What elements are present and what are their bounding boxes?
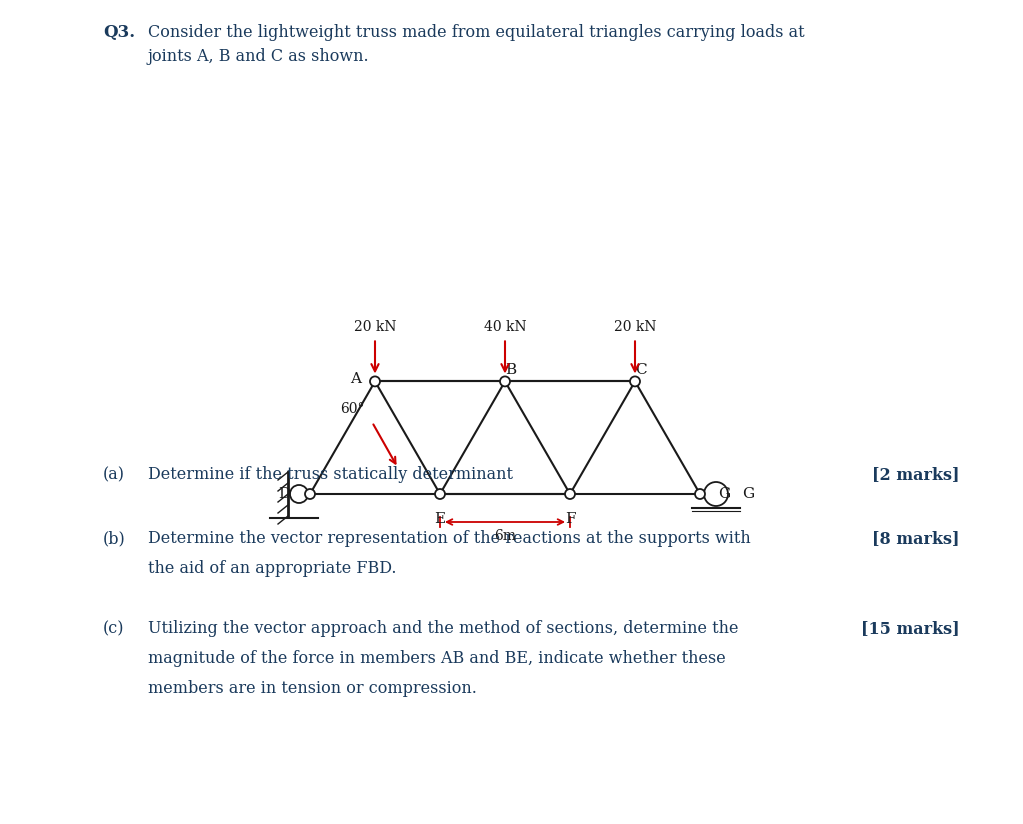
Text: 6m: 6m (494, 529, 516, 543)
Text: (a): (a) (103, 466, 125, 483)
Text: E: E (435, 512, 446, 526)
Text: Determine the vector representation of the reactions at the supports with: Determine the vector representation of t… (148, 530, 751, 547)
Circle shape (695, 489, 705, 499)
Circle shape (565, 489, 575, 499)
Text: [8 marks]: [8 marks] (873, 530, 960, 547)
Text: (b): (b) (103, 530, 126, 547)
Text: F: F (565, 512, 575, 526)
Circle shape (435, 489, 445, 499)
Circle shape (630, 377, 640, 386)
Text: 20 kN: 20 kN (354, 321, 396, 335)
Text: Utilizing the vector approach and the method of sections, determine the: Utilizing the vector approach and the me… (148, 620, 739, 637)
Text: [15 marks]: [15 marks] (861, 620, 960, 637)
Text: [2 marks]: [2 marks] (873, 466, 960, 483)
Text: Q3.: Q3. (103, 24, 135, 41)
Text: (c): (c) (103, 620, 125, 637)
Text: B: B (505, 363, 517, 377)
Text: 20 kN: 20 kN (614, 321, 656, 335)
Text: 60°: 60° (340, 402, 364, 416)
Text: C: C (635, 363, 647, 377)
Circle shape (704, 482, 728, 506)
Text: G: G (742, 487, 754, 501)
Text: 40 kN: 40 kN (484, 321, 526, 335)
Text: A: A (350, 372, 361, 386)
Text: Consider the lightweight truss made from equilateral triangles carrying loads at: Consider the lightweight truss made from… (148, 24, 805, 41)
Circle shape (370, 377, 380, 386)
Text: joints A, B and C as shown.: joints A, B and C as shown. (148, 48, 369, 65)
Text: magnitude of the force in members AB and BE, indicate whether these: magnitude of the force in members AB and… (148, 650, 725, 667)
Circle shape (290, 485, 308, 503)
Text: Determine if the truss statically determinant: Determine if the truss statically determ… (148, 466, 513, 483)
Text: D: D (278, 487, 290, 501)
Text: the aid of an appropriate FBD.: the aid of an appropriate FBD. (148, 560, 397, 577)
Circle shape (305, 489, 315, 499)
Circle shape (500, 377, 510, 386)
Text: members are in tension or compression.: members are in tension or compression. (148, 680, 477, 697)
Text: G: G (718, 487, 730, 501)
